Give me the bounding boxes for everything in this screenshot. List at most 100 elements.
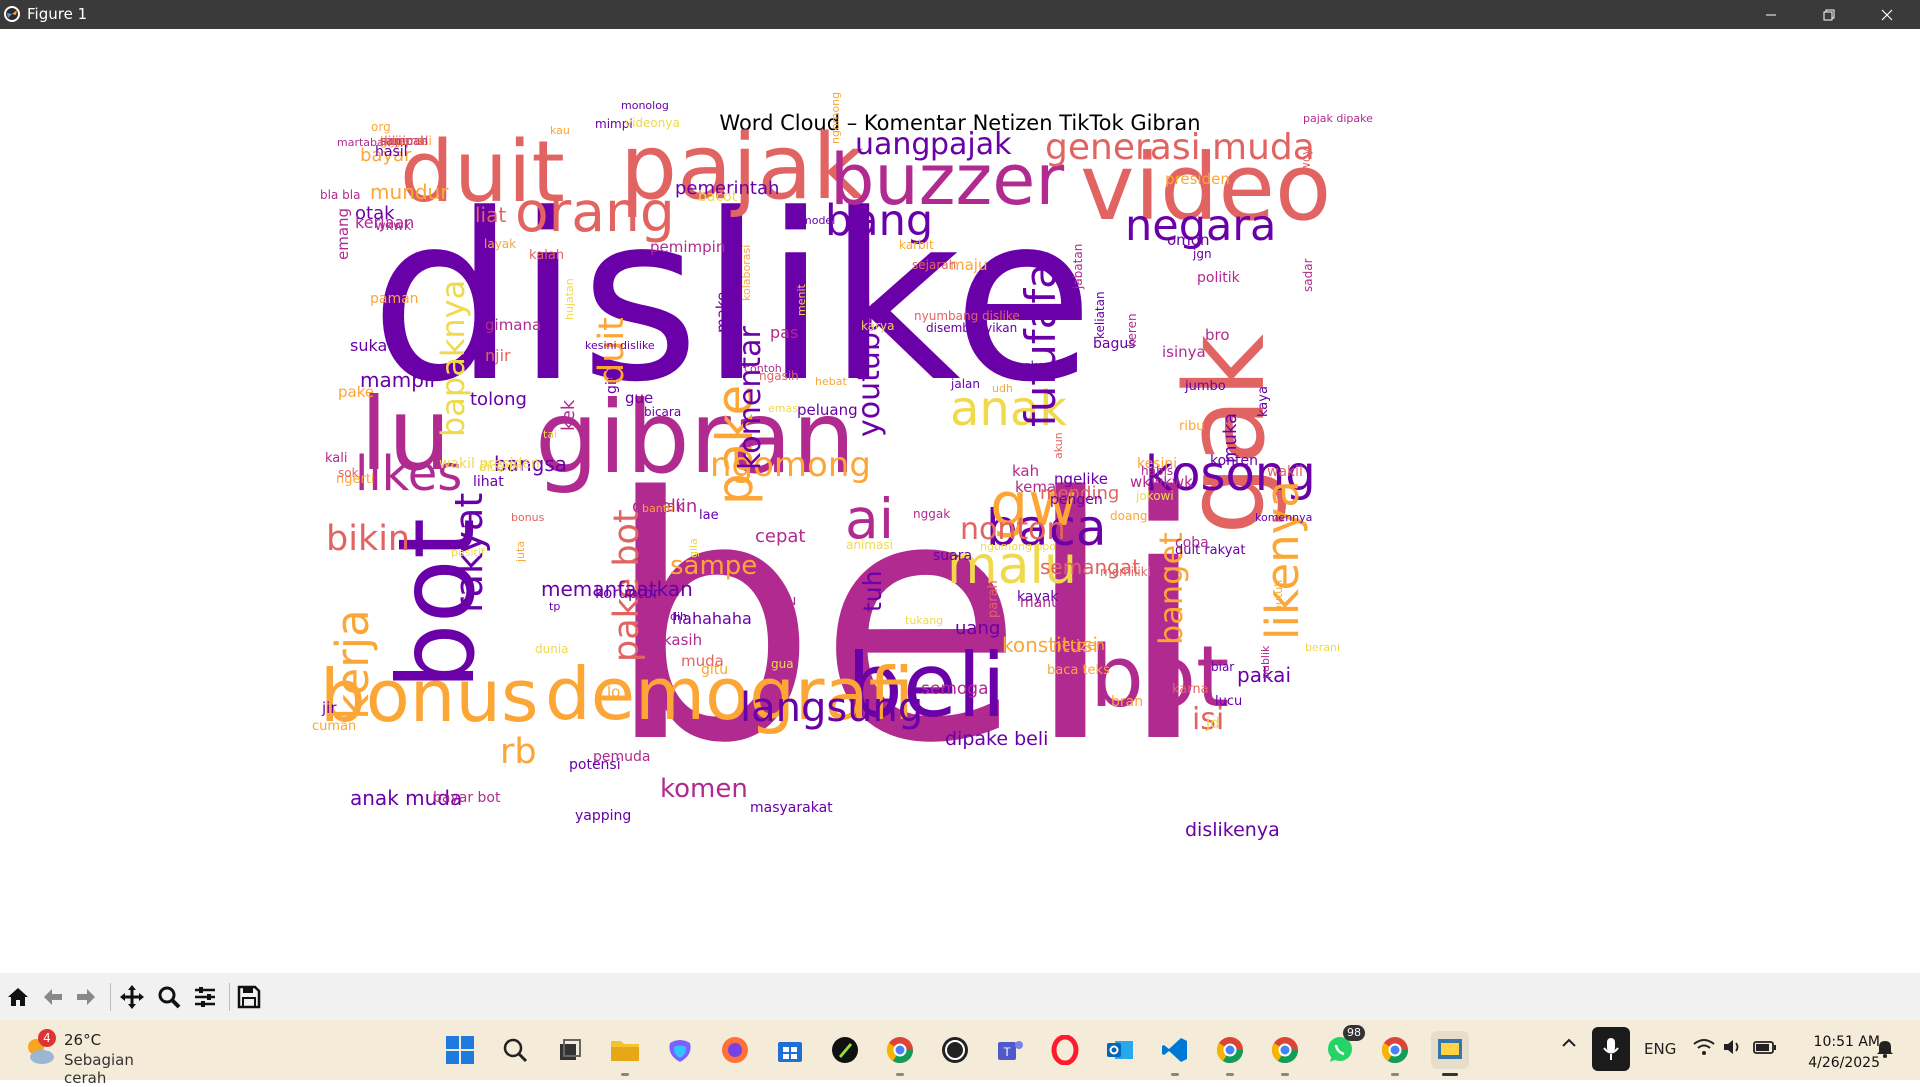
task-view-button[interactable] [551,1031,589,1069]
word-cloud-word: gini [604,368,620,394]
inkscape-button[interactable] [826,1031,864,1069]
word-cloud-word: uang [955,618,1001,639]
zoom-icon [158,986,181,1009]
language-indicator[interactable]: ENG [1644,1040,1677,1058]
word-cloud-word: negara [1125,201,1277,251]
firefox-icon [722,1037,748,1063]
file-explorer-button[interactable] [606,1031,644,1076]
battery-button[interactable] [1753,1039,1777,1059]
microsoft-store-button[interactable] [771,1031,809,1069]
word-cloud-word: emas [768,402,798,415]
vscode-button[interactable] [1156,1031,1194,1076]
firefox-button[interactable] [716,1031,754,1069]
word-cloud-word: gue [625,389,654,407]
start-button[interactable] [441,1031,479,1069]
word-cloud-word: dibeliin [632,496,698,517]
word-cloud-word: duit [400,123,565,222]
close-button[interactable] [1858,0,1916,29]
word-cloud-word: isinya [1162,343,1206,361]
word-cloud-word: ngerti [336,472,375,487]
word-cloud-word: kolaborasi [740,244,753,301]
weather-widget[interactable]: 4 26°C Sebagian cerah [18,1029,178,1087]
word-cloud-word: kau [550,124,570,137]
word-cloud-word: gw [990,470,1078,540]
word-cloud-word: sejarah [912,258,957,272]
word-cloud-word: kosong [1145,446,1316,502]
word-cloud-word: guy [380,134,403,148]
back-arrow-icon [44,989,62,1005]
store-icon [778,1042,802,1062]
word-cloud-word: bla bla [320,188,361,202]
volume-button[interactable] [1722,1038,1744,1060]
word-cloud-word: otak [355,203,395,224]
python-figure-button[interactable] [1431,1031,1469,1076]
word-cloud-word: videonya [625,116,680,130]
word-cloud: beli dislike gibran video pajak duit buzzer bot… [312,92,1590,875]
word-cloud-word: buzzer [830,139,1065,221]
word-cloud-word: karbit [899,238,934,252]
word-cloud-word: netizen [1053,638,1105,654]
word-cloud-word: bikin [326,519,411,559]
copilot-button[interactable] [661,1031,699,1069]
word-cloud-word: anak muda [350,786,463,810]
outlook-icon [1107,1041,1133,1059]
word-cloud-word: kalah [529,248,565,263]
move-icon [120,985,144,1009]
wifi-icon [1693,1039,1715,1055]
word-cloud-word: orang [515,180,675,244]
wifi-button[interactable] [1693,1038,1715,1060]
save-button[interactable] [233,981,265,1013]
chrome-button[interactable] [881,1031,919,1076]
word-cloud-word: hujatan [563,278,576,320]
running-indicator [621,1073,629,1076]
word-cloud-word: bayar bot [433,790,501,806]
word-cloud-word: mundur [370,180,449,204]
word-cloud-word: video [1080,134,1332,241]
word-cloud-word: klo [860,299,878,313]
word-cloud-word: martabak [337,136,391,149]
word-cloud-word: menit [795,284,808,316]
word-cloud-word: dislikenya [1185,819,1280,841]
search-button[interactable] [496,1031,534,1069]
teams-button[interactable]: T [991,1031,1029,1069]
show-hidden-icons-button[interactable] [1561,1035,1577,1055]
outlook-button[interactable] [1101,1031,1139,1069]
minimize-button[interactable] [1742,0,1800,29]
microphone-button[interactable] [1592,1027,1630,1071]
whatsapp-icon [1328,1037,1352,1062]
python-icon [1438,1039,1462,1059]
word-cloud-word: cepat [755,526,806,547]
zoom-button[interactable] [153,981,185,1013]
configure-subplots-button[interactable] [189,981,221,1013]
word-cloud-word: kemarin [1015,478,1077,496]
restore-button[interactable] [1800,0,1858,29]
system-clock[interactable]: 10:51 AM 4/26/2025 [1790,1032,1880,1074]
chrome-icon [1216,1037,1244,1064]
whatsapp-button[interactable]: 98 [1321,1025,1365,1069]
chrome-profile-button[interactable] [1376,1031,1414,1076]
word-cloud-word: model [801,214,836,227]
home-button[interactable] [2,981,34,1013]
obs-button[interactable] [936,1031,974,1069]
back-button[interactable] [37,981,69,1013]
word-cloud-word: rb [500,732,537,772]
word-cloud-word: likes [355,446,463,502]
chrome-profile-button[interactable] [1211,1031,1249,1076]
figure-canvas[interactable]: Word Cloud – Komentar Netizen TikTok Gib… [0,29,1920,973]
chrome-icon [886,1037,914,1064]
word-cloud-word: maju [950,256,988,274]
word-cloud-word: sok [338,466,359,480]
notification-center-button[interactable] [1875,1038,1895,1062]
word-cloud-word: jgn [1193,247,1212,261]
opera-button[interactable] [1046,1031,1084,1069]
word-cloud-word: kocak [643,499,684,515]
forward-button[interactable] [70,981,102,1013]
word-cloud-word: dipake beli [945,728,1049,750]
word-cloud-word: biar [1211,660,1235,674]
microphone-icon [1603,1038,1619,1060]
word-cloud-word: baca [986,499,1107,557]
chrome-profile-button[interactable] [1266,1031,1304,1076]
restore-icon [1823,9,1835,20]
pan-button[interactable] [116,981,148,1013]
word-cloud-word: hasil [375,144,408,160]
